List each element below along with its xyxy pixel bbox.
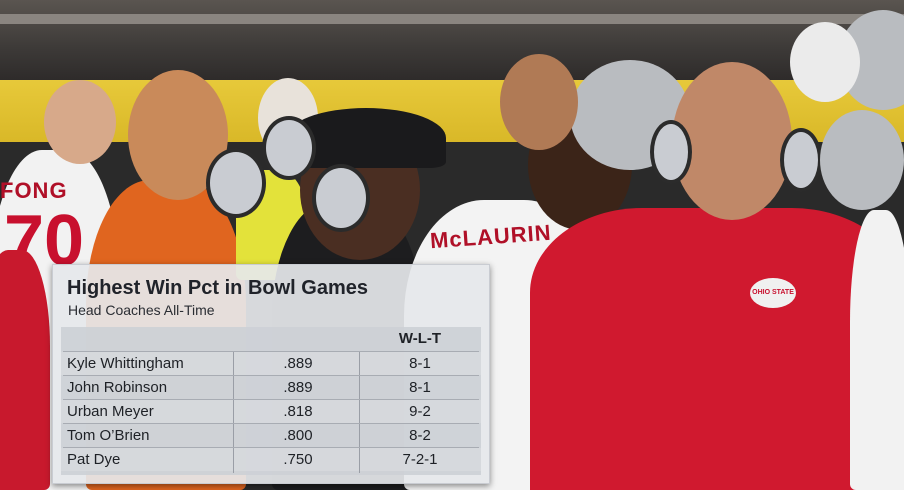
win-loss-tie: 7-2-1 <box>402 451 438 468</box>
coach-name: Pat Dye <box>67 451 121 468</box>
win-loss-tie: 8-1 <box>409 355 431 372</box>
column-divider <box>233 351 234 473</box>
table-row: John Robinson .889 8-1 <box>61 376 481 399</box>
stats-table: W-L-T Kyle Whittingham .889 8-1 John Rob… <box>61 327 481 475</box>
win-loss-tie: 8-2 <box>409 427 431 444</box>
player-background-head <box>500 54 578 150</box>
row-divider <box>63 447 479 448</box>
win-pct: .889 <box>283 379 313 396</box>
coach-red-headset-right-icon <box>780 128 822 192</box>
headset-ear-left-icon <box>206 148 266 218</box>
coach-name: Tom O’Brien <box>67 427 150 444</box>
graphic-title: Highest Win Pct in Bowl Games <box>67 277 368 299</box>
column-header-name <box>67 327 231 350</box>
person-red-left <box>0 250 50 490</box>
win-pct: .750 <box>283 451 313 468</box>
column-header-wlt: W-L-T <box>398 330 442 347</box>
win-loss-tie: 9-2 <box>409 403 431 420</box>
table-row: Pat Dye .750 7-2-1 <box>61 448 481 471</box>
coach-name: Urban Meyer <box>67 403 154 420</box>
column-divider <box>359 351 360 473</box>
row-divider <box>63 399 479 400</box>
coach-red-head <box>672 62 792 220</box>
win-pct: .800 <box>283 427 313 444</box>
stadium-railing <box>0 14 904 24</box>
helmet-right-low <box>820 110 904 210</box>
coach-red-headset-icon <box>650 120 692 184</box>
player-right-edge <box>850 210 904 490</box>
table-row: Tom O’Brien .800 8-2 <box>61 424 481 447</box>
coach-red-jacket <box>530 208 904 490</box>
win-pct: .889 <box>283 355 313 372</box>
win-pct: .818 <box>283 403 313 420</box>
ohio-state-logo: OHIO STATE <box>750 278 796 308</box>
stats-graphic: Highest Win Pct in Bowl Games Head Coach… <box>52 264 490 484</box>
table-row: Kyle Whittingham .889 8-1 <box>61 352 481 375</box>
row-divider <box>63 351 479 352</box>
row-divider <box>63 423 479 424</box>
coach-name: John Robinson <box>67 379 168 396</box>
headset-ear-cap-icon <box>312 164 370 232</box>
win-loss-tie: 8-1 <box>409 379 431 396</box>
coach-name: Kyle Whittingham <box>67 355 184 372</box>
row-divider <box>63 375 479 376</box>
table-row: Urban Meyer .818 9-2 <box>61 400 481 423</box>
table-header-row: W-L-T <box>61 327 481 350</box>
graphic-subtitle: Head Coaches All-Time <box>68 302 215 318</box>
headset-ear-mid-icon <box>262 116 316 180</box>
coach-glasses-head <box>44 80 116 164</box>
jersey-left-name: FONG <box>0 178 68 203</box>
stadium-stands <box>0 0 904 80</box>
helmet-right-mid <box>790 22 860 102</box>
column-header-pct <box>239 327 357 350</box>
